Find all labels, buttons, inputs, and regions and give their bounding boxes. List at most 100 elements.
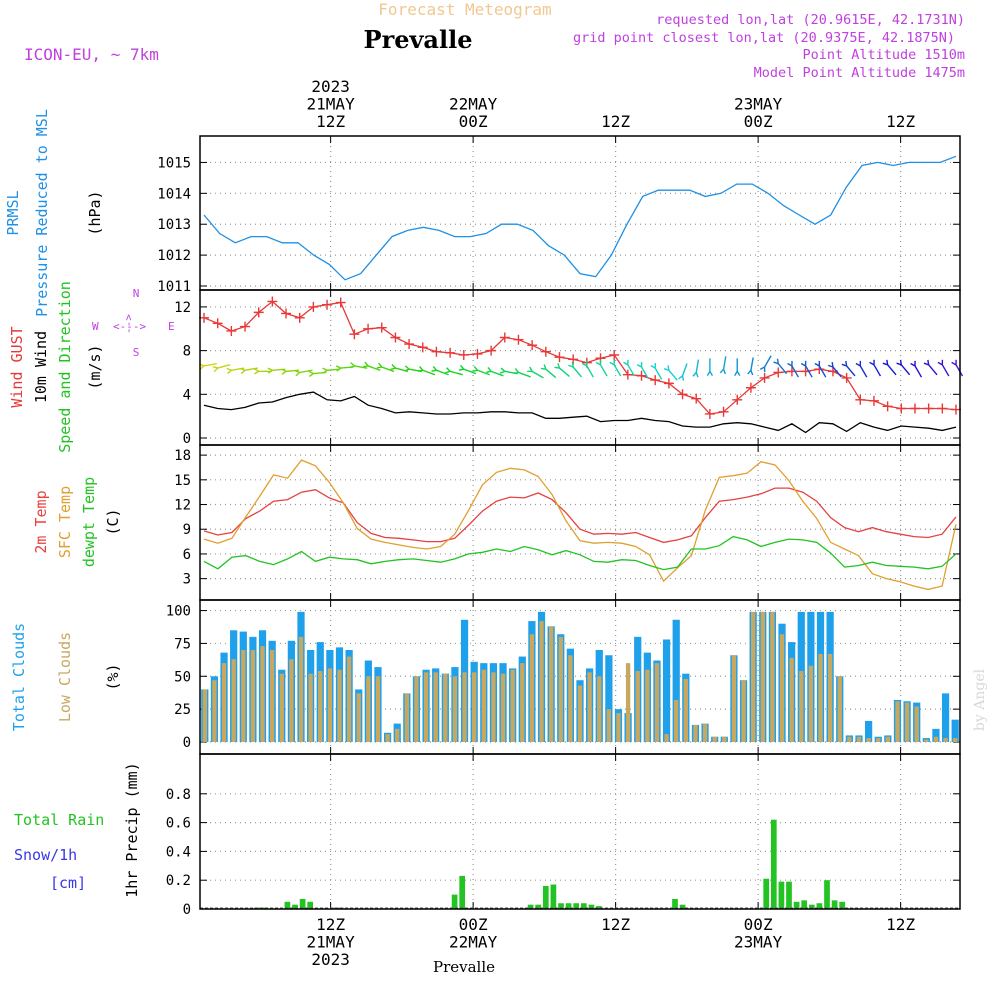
panel-frame — [199, 289, 961, 446]
bar-low-clouds — [558, 636, 563, 742]
wind-arrow-head — [254, 368, 261, 375]
panels: 1011 1012 1013 1014 1015 PRMSL Pressure Reduce… — [4, 109, 964, 918]
wind-arrow — [463, 368, 477, 375]
panel-clouds: 0 25 50 75 100 Total Clouds Low Clouds (%) — [10, 599, 961, 755]
wind-arrow-head — [650, 363, 656, 370]
series-10m-wind — [203, 391, 957, 434]
wind-arrow-head — [609, 359, 615, 366]
bar-low-clouds — [731, 655, 737, 742]
info-model-altitude: Model Point Altitude 1475m — [754, 65, 965, 81]
bar-low-clouds — [799, 671, 804, 742]
tick-label-clouds: 100 — [166, 604, 191, 620]
wind-arrow-head — [882, 359, 889, 366]
gust-marker — [294, 312, 305, 323]
ylabel-pressure: PRMSL — [4, 190, 22, 235]
time-label-bottom: 12Z — [601, 915, 630, 934]
bar-total-rain — [284, 901, 291, 909]
bar-total-rain — [778, 881, 785, 909]
wind-arrow — [545, 368, 557, 379]
model-label: ICON-EU, ~ 7km — [24, 45, 159, 64]
compass-w: W — [92, 320, 99, 333]
gust-marker — [322, 299, 333, 310]
bar-total-rain — [770, 819, 777, 909]
unit-pressure: (hPa) — [86, 190, 104, 235]
ylabel-wind: Wind GUST — [8, 326, 26, 407]
gust-marker — [677, 389, 688, 400]
wind-arrow — [613, 364, 622, 377]
bar-low-clouds — [751, 611, 756, 742]
gust-marker — [773, 367, 784, 378]
tick-label-precip: 0.8 — [166, 787, 191, 803]
panel-frame — [199, 753, 961, 910]
tick-label-clouds: 50 — [174, 669, 191, 685]
bar-low-clouds — [250, 650, 256, 742]
bar-total-clouds — [672, 619, 680, 742]
gust-marker — [458, 349, 469, 360]
time-label-top: 12Z — [601, 112, 630, 131]
tick-label-wind: 8 — [183, 344, 191, 360]
bar-low-clouds — [914, 706, 919, 742]
wind-arrow — [859, 365, 868, 378]
gust-marker — [909, 403, 920, 414]
wind-arrow — [791, 365, 800, 378]
bar-low-clouds — [885, 736, 891, 742]
gust-marker — [390, 332, 401, 343]
bar-low-clouds — [568, 655, 573, 742]
bar-low-clouds — [452, 676, 458, 742]
tick-label-wind: 0 — [183, 431, 191, 447]
gust-marker — [335, 297, 346, 308]
bar-low-clouds — [423, 672, 429, 742]
bar-total-rain — [565, 903, 572, 909]
wind-arrow — [846, 365, 856, 377]
bar-low-clouds — [712, 736, 717, 742]
bar-low-clouds — [866, 738, 871, 742]
bar-low-clouds — [520, 663, 525, 742]
wind-arrow-head — [240, 367, 247, 375]
series-wind-gust — [203, 300, 957, 415]
ylabel-pressure: Pressure Reduced to MSL — [33, 109, 51, 317]
credit-watermark: by Angel — [972, 668, 988, 731]
panel-temperature: 3 6 9 12 15 18 2m Temp SFC Temp dewpt Temp (C) — [32, 444, 961, 601]
gust-marker — [882, 401, 893, 412]
bar-low-clouds — [818, 653, 823, 742]
bar-low-clouds — [443, 673, 448, 742]
ylabel-clouds: Total Clouds — [10, 623, 28, 731]
tick-label-temperature: 6 — [183, 547, 191, 563]
bar-low-clouds — [702, 723, 708, 742]
bar-low-clouds — [366, 676, 371, 742]
bar-low-clouds — [933, 736, 939, 742]
gust-marker — [704, 408, 715, 419]
gust-marker — [212, 318, 223, 329]
wind-arrow — [928, 364, 938, 376]
wind-arrow-head — [445, 367, 452, 374]
wind-arrow — [436, 369, 449, 376]
bar-low-clouds — [221, 663, 227, 742]
tick-label-wind: 12 — [174, 300, 191, 316]
bar-low-clouds — [356, 693, 361, 742]
bar-low-clouds — [895, 701, 900, 742]
tick-label-wind: 4 — [183, 387, 191, 403]
bar-low-clouds — [943, 738, 948, 742]
time-label-top: 2023 — [311, 77, 350, 96]
bar-total-rain — [535, 904, 542, 909]
wind-arrow-head — [431, 365, 438, 372]
time-label-bottom: 22MAY — [449, 933, 498, 952]
bar-total-rain — [786, 881, 792, 909]
bar-low-clouds — [298, 636, 304, 742]
gust-marker — [486, 345, 497, 356]
wind-arrow — [804, 365, 813, 378]
tick-label-pressure: 1013 — [157, 217, 191, 233]
time-label-top: 12Z — [886, 112, 915, 131]
wind-arrow-head — [910, 360, 916, 368]
wind-arrow-head — [349, 362, 356, 369]
wind-arrow-head — [747, 368, 754, 376]
bar-low-clouds — [808, 665, 814, 742]
bar-low-clouds — [760, 611, 765, 742]
bar-low-clouds — [395, 728, 400, 742]
tick-label-clouds: 0 — [183, 735, 191, 751]
bar-low-clouds — [779, 634, 785, 742]
wind-arrow-head — [376, 362, 384, 369]
ylabel-wind: 10m Wind — [32, 331, 50, 403]
